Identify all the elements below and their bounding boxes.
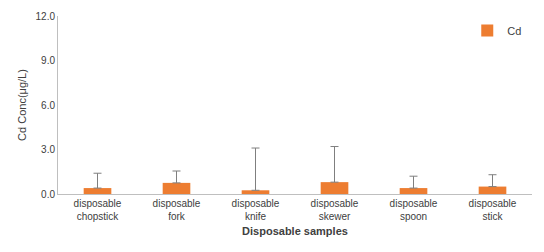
svg-text:0.0: 0.0 xyxy=(41,189,55,200)
svg-text:Disposable samples: Disposable samples xyxy=(242,225,348,237)
svg-text:disposablespoon: disposablespoon xyxy=(390,198,438,222)
svg-text:12.0: 12.0 xyxy=(36,11,56,22)
svg-text:Cd: Cd xyxy=(507,25,521,37)
svg-text:disposableskewer: disposableskewer xyxy=(311,198,359,222)
svg-text:disposablefork: disposablefork xyxy=(153,198,201,222)
svg-text:disposablestick: disposablestick xyxy=(469,198,517,222)
svg-text:6.0: 6.0 xyxy=(41,100,55,111)
svg-text:9.0: 9.0 xyxy=(41,55,55,66)
svg-text:disposablechopstick: disposablechopstick xyxy=(74,198,122,222)
svg-text:3.0: 3.0 xyxy=(41,144,55,155)
svg-text:Cd Conc(μg/L): Cd Conc(μg/L) xyxy=(16,69,28,141)
svg-text:disposableknife: disposableknife xyxy=(232,198,280,222)
